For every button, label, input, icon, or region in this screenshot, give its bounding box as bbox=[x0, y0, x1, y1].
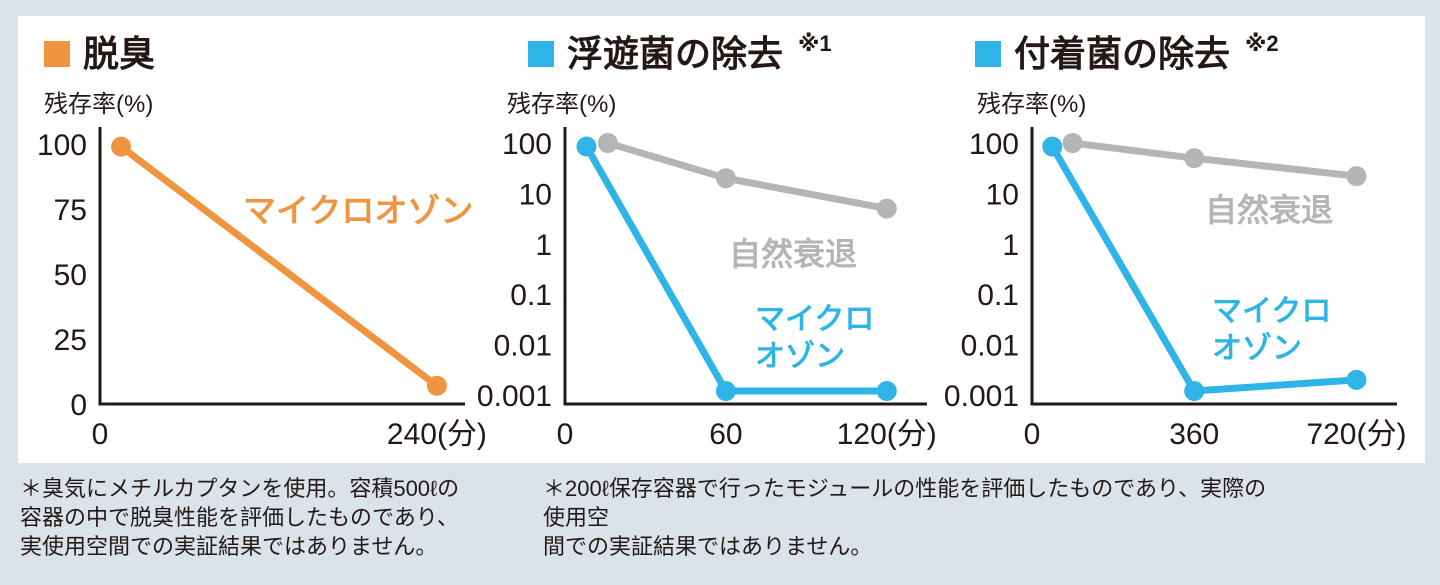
chart-1-line-0 bbox=[118, 143, 440, 389]
chart-2-ytick-100: 100 bbox=[502, 128, 552, 161]
chart-1-series-label-micro-ozone: マイクロオゾン bbox=[243, 192, 474, 229]
chart-2-series-label-natural-decay: 自然衰退 bbox=[729, 236, 858, 272]
chart-1-ytick-0: 0 bbox=[70, 389, 87, 422]
chart-2-title: 浮遊菌の除去 ※1 bbox=[528, 31, 832, 74]
chart-2-legend-swatch-icon bbox=[528, 41, 554, 67]
chart-1-y-axis-label: 残存率(%) bbox=[44, 91, 154, 118]
chart-3-ytick-1: 1 bbox=[1002, 229, 1019, 262]
chart-3-ytick-0.01: 0.01 bbox=[961, 330, 1019, 363]
chart-2-point-1-1 bbox=[715, 381, 736, 402]
chart-2-axes bbox=[563, 127, 927, 406]
chart-2-point-0-2 bbox=[876, 198, 897, 219]
chart-1-ytick-25: 25 bbox=[54, 324, 87, 357]
chart-3-ytick-0.1: 0.1 bbox=[977, 279, 1019, 312]
chart-2-ytick-0.1: 0.1 bbox=[510, 279, 552, 312]
chart-1-xtick-0: 0 bbox=[92, 418, 109, 451]
chart-3-axes bbox=[1030, 127, 1397, 406]
chart-2-title-text: 浮遊菌の除去 bbox=[567, 33, 784, 74]
chart-1-ytick-50: 50 bbox=[54, 259, 87, 292]
chart-2-series-label-micro-ozone: マイクロ オゾン bbox=[755, 303, 875, 373]
footnote-deodorization: ＊臭気にメチルカプタンを使用。容積500ℓの 容器の中で脱臭性能を評価したもので… bbox=[20, 476, 460, 559]
chart-3-title-text: 付着菌の除去 bbox=[1014, 33, 1231, 74]
chart-2-xtick-120: 120(分) bbox=[837, 418, 937, 451]
chart-3-xtick-720: 720(分) bbox=[1306, 418, 1406, 451]
chart-1-plot: 100 75 50 25 00 240(分) bbox=[37, 127, 487, 451]
chart-2-point-1-2 bbox=[876, 381, 897, 402]
chart-3-point-0-2 bbox=[1346, 166, 1367, 187]
chart-3-series-label-natural-decay: 自然衰退 bbox=[1205, 192, 1334, 228]
chart-2-point-0-0 bbox=[597, 133, 618, 153]
chart-3-point-0-1 bbox=[1184, 148, 1205, 169]
chart-3-point-0-0 bbox=[1062, 133, 1083, 153]
chart-1-point-0-1 bbox=[426, 375, 447, 396]
chart-3-y-axis-label: 残存率(%) bbox=[977, 91, 1087, 118]
chart-1-xtick-240: 240(分) bbox=[387, 418, 487, 451]
chart-2-ytick-0.01: 0.01 bbox=[494, 330, 552, 363]
chart-1-point-0-0 bbox=[111, 136, 132, 157]
chart-3-xtick-360: 360 bbox=[1169, 418, 1219, 451]
chart-1-ytick-100: 100 bbox=[37, 129, 87, 162]
chart-2-ytick-1: 1 bbox=[535, 229, 552, 262]
chart-3-point-1-2 bbox=[1346, 369, 1367, 390]
chart-2-point-1-0 bbox=[576, 136, 597, 157]
chart-2-line-0 bbox=[606, 139, 888, 213]
chart-3-xtick-0: 0 bbox=[1024, 418, 1041, 451]
chart-2-xtick-0: 0 bbox=[557, 418, 574, 451]
chart-1-axes bbox=[98, 127, 465, 406]
chart-3-title-superscript: ※2 bbox=[1245, 31, 1279, 56]
chart-1-title: 脱臭 bbox=[44, 36, 170, 72]
chart-1-legend-swatch-icon bbox=[44, 41, 70, 67]
chart-1-ytick-75: 75 bbox=[54, 194, 87, 227]
chart-2-ytick-10: 10 bbox=[519, 178, 552, 211]
chart-2-xtick-60: 60 bbox=[709, 418, 742, 451]
chart-3-title: 付着菌の除去 ※2 bbox=[975, 31, 1279, 74]
chart-3-point-1-1 bbox=[1184, 381, 1205, 402]
chart-2-y-axis-label: 残存率(%) bbox=[507, 91, 617, 118]
chart-2-ytick-0.001: 0.001 bbox=[477, 380, 552, 413]
chart-3-line-0 bbox=[1072, 139, 1357, 180]
chart-3-legend-swatch-icon bbox=[975, 41, 1001, 67]
footnote-bacteria-tests: ＊200ℓ保存容器で行ったモジュールの性能を評価したものであり、実際の使用空 間… bbox=[543, 476, 1267, 559]
chart-3-point-1-0 bbox=[1042, 136, 1063, 157]
chart-3-series-label-micro-ozone: マイクロ オゾン bbox=[1212, 295, 1332, 365]
chart-3-ytick-10: 10 bbox=[986, 178, 1019, 211]
chart-3-ytick-0.001: 0.001 bbox=[944, 380, 1019, 413]
chart-3-ytick-100: 100 bbox=[969, 128, 1019, 161]
chart-1-title-text: 脱臭 bbox=[83, 33, 156, 74]
chart-2-title-superscript: ※1 bbox=[798, 31, 832, 56]
chart-2-point-0-1 bbox=[715, 168, 736, 189]
